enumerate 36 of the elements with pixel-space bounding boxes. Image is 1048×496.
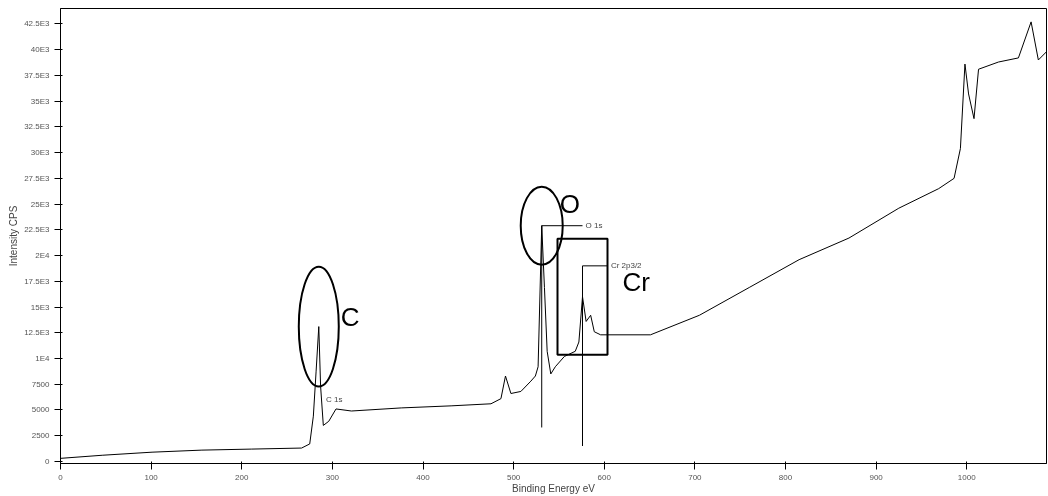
y-tick-label: 0	[45, 456, 51, 466]
y-tick-label: 40E3	[30, 45, 51, 55]
x-tick-label: 700	[688, 472, 703, 482]
y-tick-label: 17.5E3	[24, 276, 51, 286]
x-tick-label: 500	[506, 472, 521, 482]
y-tick-label: 42.5E3	[24, 19, 51, 29]
y-axis-title: Intensity CPS	[8, 205, 20, 267]
annotation: C 1s	[326, 395, 343, 405]
y-tick-label: 2E4	[35, 251, 51, 261]
y-tick-label: 2500	[31, 431, 51, 441]
y-tick-label: 27.5E3	[24, 173, 51, 183]
y-tick-label: 15E3	[30, 302, 51, 312]
y-tick-label: 37.5E3	[24, 70, 51, 80]
x-tick-label: 100	[144, 472, 159, 482]
x-axis-title: Binding Energy eV	[512, 482, 596, 494]
y-tick-label: 35E3	[30, 96, 51, 106]
y-tick-label: 32.5E3	[24, 122, 51, 132]
annotation: O	[559, 188, 580, 219]
x-tick-label: 400	[416, 472, 431, 482]
y-tick-label: 7500	[31, 379, 51, 389]
annotation: C	[340, 301, 360, 332]
y-tick-label: 25E3	[30, 199, 51, 209]
x-tick-label: 800	[778, 472, 793, 482]
x-tick-label: 0	[58, 472, 64, 482]
x-tick-label: 900	[869, 472, 884, 482]
y-tick-label: 5000	[31, 405, 51, 415]
x-tick-label: 600	[597, 472, 612, 482]
x-tick-label: 200	[235, 472, 249, 482]
annotation: O 1s	[585, 221, 603, 231]
x-tick-label: 300	[325, 472, 340, 482]
annotation: Cr 2p3/2	[610, 261, 643, 271]
y-tick-label: 12.5E3	[24, 328, 51, 338]
x-tick-label: 1000	[957, 472, 977, 482]
y-tick-label: 22.5E3	[24, 225, 51, 235]
y-tick-label: 1E4	[35, 354, 51, 363]
y-tick-label: 30E3	[30, 148, 51, 158]
